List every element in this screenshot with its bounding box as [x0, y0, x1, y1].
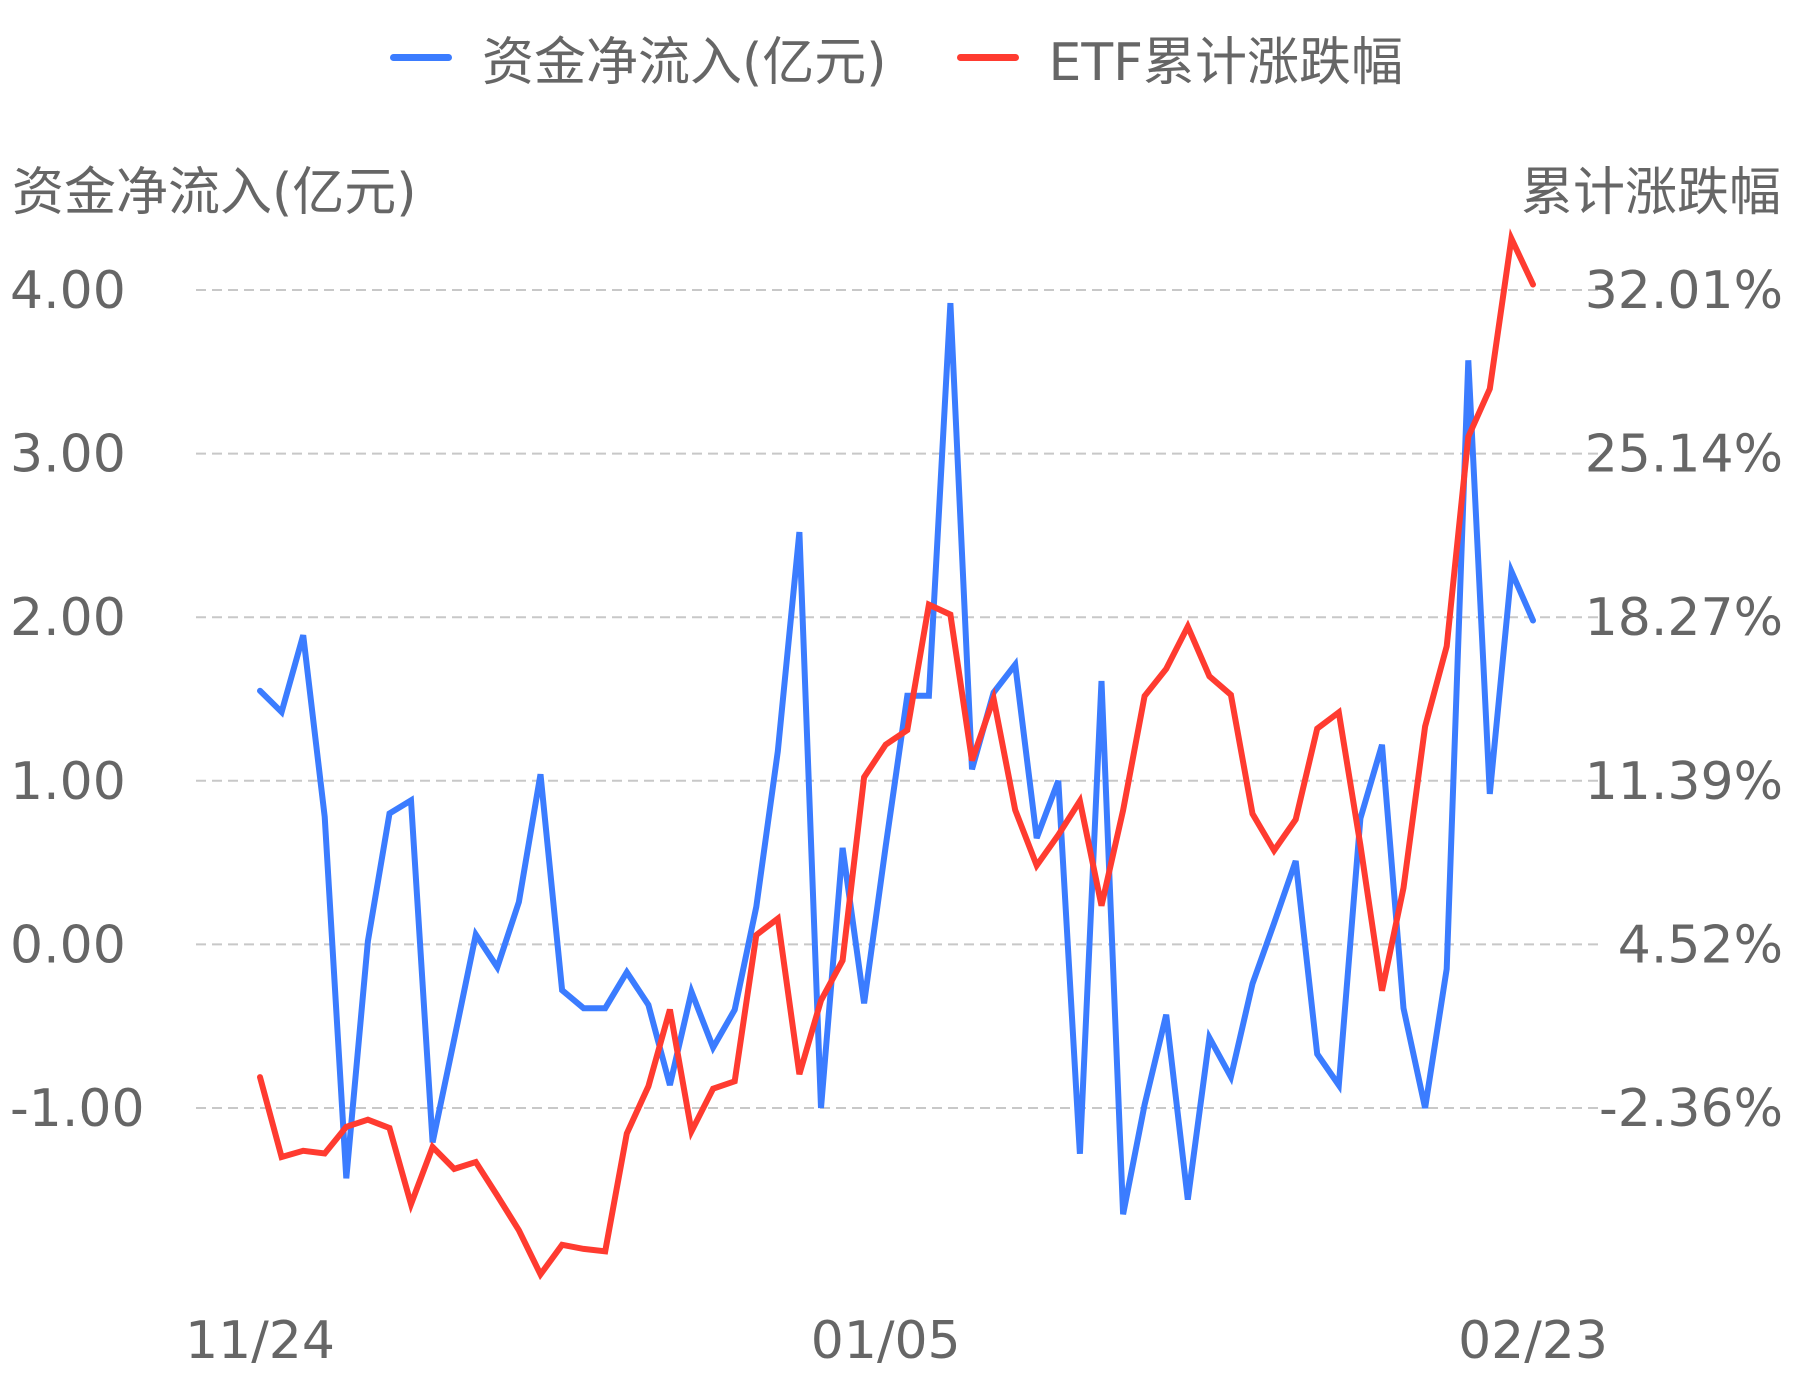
right-tick-label: 11.39% [1585, 752, 1783, 812]
left-tick-label: 1.00 [10, 752, 126, 812]
x-tick-label: 02/23 [1458, 1311, 1608, 1371]
left-tick-label: 0.00 [10, 915, 126, 975]
legend-label-net-inflow: 资金净流入(亿元) [481, 32, 887, 93]
cumulative-change-line [257, 228, 1536, 1281]
legend-label-cumulative-change: ETF累计涨跌幅 [1048, 32, 1404, 93]
left-tick-label: 2.00 [10, 588, 126, 648]
right-tick-label: -2.36% [1599, 1079, 1783, 1139]
legend-swatch-net-inflow [389, 53, 452, 61]
left-axis-title: 资金净流入(亿元) [12, 163, 417, 223]
right-axis-ticks: 32.01% 25.14% 18.27% 11.39% 4.52% -2.36% [1585, 261, 1783, 1139]
right-tick-label: 18.27% [1585, 588, 1783, 648]
grid-lines [196, 289, 1598, 1109]
right-axis-title: 累计涨跌幅 [1520, 163, 1781, 223]
legend: 资金净流入(亿元) ETF累计涨跌幅 [0, 20, 1793, 95]
legend-item-net-inflow[interactable]: 资金净流入(亿元) [389, 20, 887, 95]
right-tick-label: 25.14% [1585, 425, 1783, 485]
legend-item-cumulative-change[interactable]: ETF累计涨跌幅 [956, 20, 1404, 95]
x-tick-label: 11/24 [185, 1311, 335, 1371]
legend-swatch-cumulative-change [956, 53, 1019, 61]
right-tick-label: 32.01% [1585, 261, 1783, 321]
x-axis-ticks: 11/24 01/05 02/23 [185, 1311, 1608, 1371]
left-tick-label: -1.00 [10, 1079, 145, 1139]
net-inflow-line [257, 302, 1536, 1215]
x-tick-label: 01/05 [811, 1311, 961, 1371]
left-axis-ticks: 4.00 3.00 2.00 1.00 0.00 -1.00 [10, 261, 145, 1139]
left-tick-label: 4.00 [10, 261, 126, 321]
series-group [257, 228, 1536, 1281]
left-tick-label: 3.00 [10, 425, 126, 485]
right-tick-label: 4.52% [1618, 915, 1783, 975]
